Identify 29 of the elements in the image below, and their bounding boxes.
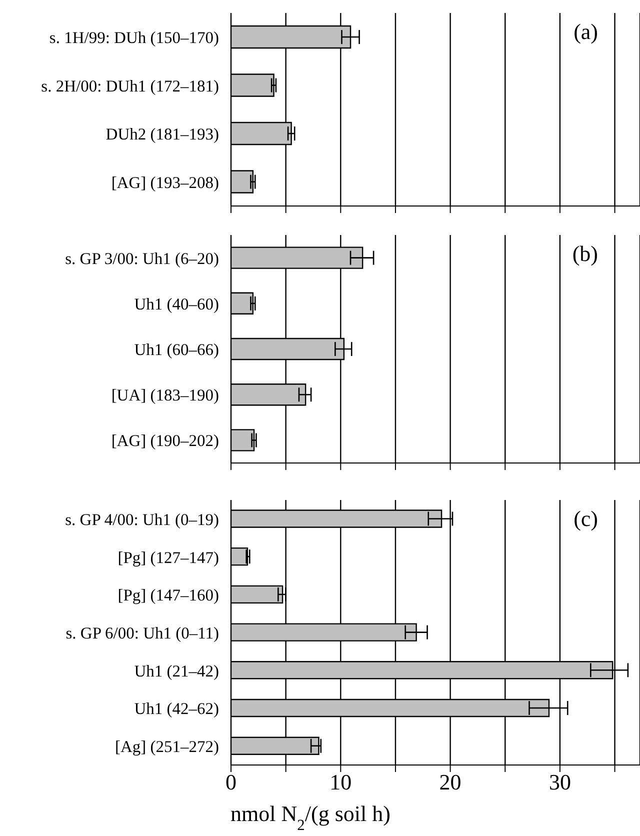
x-axis-title: nmol N$_{2}$/(g soil h): [230, 801, 390, 834]
y-tick-label: [Pg] (147–160): [118, 586, 219, 605]
y-tick-label: Uh1 (42–62): [134, 699, 219, 718]
annotation: (c): [574, 506, 598, 532]
y-tick-label: [UA] (183–190): [111, 386, 219, 405]
y-tick-label: [Pg] (127–147): [118, 548, 219, 567]
bar: [231, 170, 254, 194]
x-tick-label: 10: [330, 770, 352, 795]
y-tick-label: s. GP 3/00: Uh1 (6–20): [65, 248, 219, 268]
y-tick-label: Uh1 (21–42): [134, 661, 219, 680]
y-tick-label: s. GP 6/00: Uh1 (0–11): [66, 624, 219, 642]
y-tick-label: [AG] (190–202): [111, 431, 219, 450]
bar: [231, 74, 274, 97]
y-tick-label: Uh1 (60–66): [134, 340, 219, 359]
y-tick-label: Uh1 (40–60): [134, 294, 219, 314]
bar: [231, 292, 254, 315]
y-tick-label: [Ag] (251–272): [114, 737, 219, 756]
y-tick-label: s. 1H/99: DUh (150–170): [49, 28, 219, 48]
x-tick-label: 30: [548, 770, 571, 795]
bar: [231, 429, 255, 452]
x-tick-label: 0: [226, 770, 236, 795]
annotation: (a): [574, 19, 598, 45]
y-tick-label: s. GP 4/00: Uh1 (0–19): [65, 510, 219, 529]
y-tick-label: s. 2H/00: DUh1 (172–181): [41, 76, 219, 96]
y-tick-label: [AG] (193–208): [111, 172, 219, 192]
annotation: (b): [572, 241, 598, 267]
y-tick-label: DUh2 (181–193): [106, 124, 219, 144]
x-tick-label: 20: [439, 770, 462, 795]
bar: [231, 585, 284, 604]
